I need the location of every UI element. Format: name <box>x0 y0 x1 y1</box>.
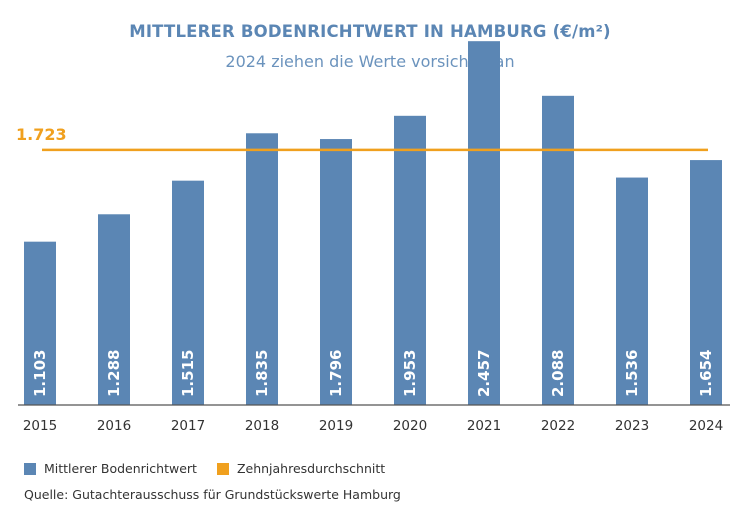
bar-2023 <box>616 177 648 405</box>
legend-swatch-average <box>216 462 229 475</box>
x-tick-label-2023: 2023 <box>615 418 649 434</box>
legend-item-average: Zehnjahresdurchschnitt <box>216 461 386 476</box>
bar-2024 <box>690 160 722 405</box>
x-tick-label-2021: 2021 <box>467 418 501 434</box>
bar-value-label-2022: 2.088 <box>549 350 567 397</box>
bar-2022 <box>542 95 574 406</box>
bar-value-label-2019: 1.796 <box>327 350 345 397</box>
bar-2017 <box>172 180 204 405</box>
bar-value-label-2018: 1.835 <box>253 350 271 397</box>
x-tick-label-2022: 2022 <box>541 418 575 434</box>
average-value-label: 1.723 <box>16 125 67 144</box>
x-tick-label-2020: 2020 <box>393 418 427 434</box>
bar-2020 <box>394 115 426 405</box>
chart-title: MITTLERER BODENRICHTWERT IN HAMBURG (€/m… <box>129 22 611 41</box>
x-tick-label-2024: 2024 <box>689 418 723 434</box>
bar-2019 <box>320 139 352 406</box>
bar-value-label-2016: 1.288 <box>105 350 123 397</box>
x-tick-label-2018: 2018 <box>245 418 279 434</box>
bar-2015 <box>24 241 56 405</box>
bar-value-label-2015: 1.103 <box>31 350 49 397</box>
source-note: Quelle: Gutachterausschuss für Grundstüc… <box>24 487 401 502</box>
bar-value-label-2024: 1.654 <box>697 350 715 397</box>
bar-2021 <box>468 41 500 406</box>
x-tick-label-2017: 2017 <box>171 418 205 434</box>
legend-label-bars: Mittlerer Bodenrichtwert <box>44 461 197 476</box>
legend-item-bars: Mittlerer Bodenrichtwert <box>24 461 197 476</box>
bar-chart: 1.103 2015 1.288 2016 1.515 2017 1.835 2018 1.79… <box>16 41 730 434</box>
legend-label-average: Zehnjahresdurchschnitt <box>236 461 386 476</box>
bar-value-label-2020: 1.953 <box>401 350 419 397</box>
legend-swatch-bars <box>24 462 36 475</box>
x-tick-label-2019: 2019 <box>319 418 353 434</box>
x-tick-label-2015: 2015 <box>23 418 57 434</box>
bar-value-label-2021: 2.457 <box>475 350 493 397</box>
bar-value-label-2017: 1.515 <box>179 350 197 397</box>
bar-2016 <box>98 214 130 405</box>
legend: Mittlerer Bodenrichtwert Zehnjahresdurch… <box>24 461 405 476</box>
chart-subtitle: 2024 ziehen die Werte vorsichtig an <box>225 52 515 71</box>
x-tick-label-2016: 2016 <box>97 418 131 434</box>
bar-2018 <box>246 133 278 405</box>
bar-value-label-2023: 1.536 <box>623 350 641 397</box>
